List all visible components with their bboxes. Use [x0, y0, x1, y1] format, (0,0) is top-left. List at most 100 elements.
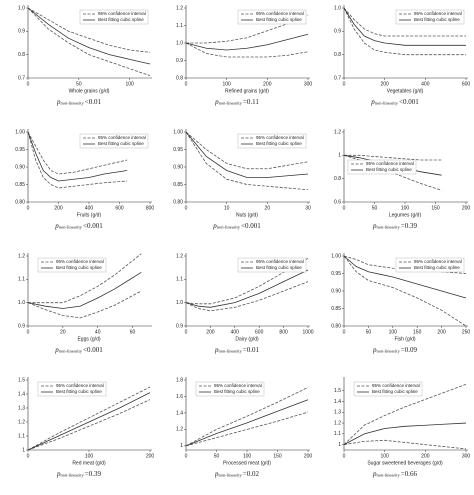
curve: [185, 131, 309, 178]
p-value-annotation: pnon-linearity<0.001: [212, 222, 261, 230]
y-tick-label: 1.4: [334, 399, 341, 405]
p-value: =0.01: [243, 346, 260, 354]
x-tick-label: 300: [462, 453, 471, 459]
y-tick-label: 0.9: [176, 58, 183, 64]
x-tick-label: 600: [462, 81, 471, 87]
x-axis-label: Whole grains (g/d): [69, 88, 110, 94]
y-tick-label: 1.3: [18, 405, 25, 411]
x-axis-label: Legumes (g/d): [389, 212, 422, 218]
panel: 0.80 0.85 0.90 0.95 1.00 0 200 400 600 800 Fruits …: [15, 129, 154, 230]
y-tick-label: 0.9: [18, 29, 25, 35]
legend-box: [347, 159, 417, 175]
x-tick-label: 100: [389, 329, 398, 335]
x-tick-label: 100: [85, 453, 94, 459]
p-symbol: p: [54, 346, 59, 354]
x-tick-label: 100: [380, 453, 389, 459]
p-value-annotation: pnon-linearity<0.001: [54, 222, 103, 230]
x-tick-label: 600: [115, 205, 124, 211]
curve: [27, 131, 128, 175]
y-tick-label: 0.80: [15, 199, 25, 205]
panel: 0.80 0.85 0.90 0.95 1.00 0 10 20 30 Nuts (g/d) 95%…: [173, 129, 311, 230]
y-tick-label: 1.2: [334, 420, 341, 426]
curve: [185, 399, 309, 447]
y-tick-label: 1.2: [334, 129, 341, 135]
p-symbol: p: [370, 98, 375, 106]
x-tick-label: 0: [185, 329, 188, 335]
x-tick-label: 150: [273, 453, 282, 459]
y-tick-label: 0.90: [15, 164, 25, 170]
x-tick-label: 200: [206, 329, 215, 335]
y-tick-label: 0.85: [173, 182, 183, 188]
legend-label: 95% confidence interval: [256, 135, 304, 140]
x-tick-label: 1000: [302, 329, 313, 335]
legend-label: 95% confidence interval: [214, 383, 262, 388]
y-tick-label: 1.1: [18, 277, 25, 283]
x-tick-label: 150: [413, 329, 422, 335]
p-subscript: non-linearity: [219, 101, 243, 106]
x-tick-label: 800: [146, 205, 155, 211]
p-symbol: p: [56, 470, 61, 478]
y-tick-label: 1.5: [18, 377, 25, 383]
x-tick-label: 600: [255, 329, 264, 335]
p-value: <0.01: [85, 98, 102, 106]
y-tick-label: 0.8: [18, 52, 25, 58]
y-tick-label: 1.5: [334, 388, 341, 394]
y-tick-label: 1.00: [331, 253, 341, 259]
y-tick-label: 0.8: [334, 52, 341, 58]
panel: 0.6 0.8 1 1.2 0 50 100 150 200 Legumes (g/d) 95% c…: [334, 129, 470, 230]
curve: [185, 131, 309, 191]
legend-label: 95% confidence interval: [366, 161, 414, 166]
curve: [185, 411, 309, 447]
x-tick-label: 400: [421, 81, 430, 87]
y-tick-label: 1.0: [176, 40, 183, 46]
legend-label: Best fitting cubic spline: [256, 17, 302, 22]
curve: [343, 255, 467, 299]
x-tick-label: 200: [437, 329, 446, 335]
x-tick-label: 300: [304, 81, 313, 87]
y-tick-label: 0.8: [176, 75, 183, 81]
curve: [343, 383, 467, 445]
x-tick-label: 100: [125, 81, 134, 87]
p-value-annotation: pnon-linearity<0.01: [56, 98, 101, 106]
legend-label: Best fitting cubic spline: [372, 389, 418, 394]
y-tick-label: 1.4: [18, 391, 25, 397]
p-subscript: non-linearity: [377, 349, 401, 354]
y-tick-label: 0.80: [173, 199, 183, 205]
p-symbol: p: [214, 470, 219, 478]
x-tick-label: 200: [263, 81, 272, 87]
p-value-annotation: pnon-linearity<0.001: [54, 346, 103, 354]
x-tick-label: 250: [462, 329, 471, 335]
curve: [185, 131, 309, 170]
y-tick-label: 0.9: [334, 29, 341, 35]
p-subscript: non-linearity: [59, 225, 83, 230]
legend-label: Best fitting cubic spline: [256, 141, 302, 146]
p-value: <0.001: [241, 222, 261, 230]
p-subscript: non-linearity: [61, 473, 85, 478]
curve: [343, 7, 466, 46]
x-tick-label: 20: [60, 329, 66, 335]
y-tick-label: 0.7: [18, 75, 25, 81]
legend-box: [395, 9, 465, 25]
x-tick-label: 0: [185, 453, 188, 459]
y-tick-label: 0.90: [331, 288, 341, 294]
p-symbol: p: [56, 98, 61, 106]
x-tick-label: 0: [343, 205, 346, 211]
p-symbol: p: [214, 346, 219, 354]
y-tick-label: 0.9: [18, 323, 25, 329]
x-tick-label: 400: [231, 329, 240, 335]
y-tick-label: 1.4: [176, 410, 183, 416]
x-axis-label: Fruits (g/d): [77, 212, 102, 218]
p-value: =0.39: [85, 470, 102, 478]
x-axis-label: Nuts (g/d): [236, 212, 258, 218]
legend-label: 95% confidence interval: [56, 259, 104, 264]
p-value-annotation: pnon-linearity=0.02: [214, 470, 259, 478]
x-tick-label: 30: [305, 205, 311, 211]
curve: [27, 399, 151, 451]
legend-label: 95% confidence interval: [256, 11, 304, 16]
y-tick-label: 1.2: [18, 419, 25, 425]
x-tick-label: 10: [224, 205, 230, 211]
p-value: =0.09: [401, 346, 418, 354]
y-tick-label: 1.0: [18, 300, 25, 306]
p-value-annotation: pnon-linearity=0.11: [214, 98, 259, 106]
p-value-annotation: pnon-linearity=0.39: [372, 222, 417, 230]
